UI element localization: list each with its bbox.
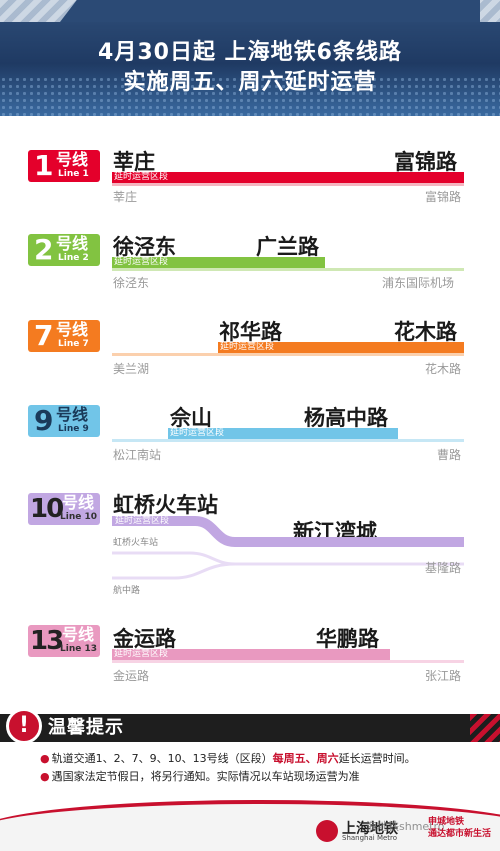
header-banner: 4月30日起 上海地铁6条线路 实施周五、周六延时运营 [0,0,500,116]
line-2-terminal-end: 浦东国际机场 [382,276,455,290]
line-en: Line 7 [58,339,89,349]
line-hao: 号线 [56,234,89,253]
line-2-segment-bar: 延时运营区段 [112,257,325,268]
line-7-badge: 7 号线 Line 7 [28,319,100,352]
line-7-segment-bar: 延时运营区段 [218,342,464,353]
segment-label: 延时运营区段 [114,172,169,182]
bullet-icon: ● [40,752,50,765]
line-1-from: 莘庄 [113,150,155,174]
line-number: 7 [34,319,54,352]
metro-logo-icon [316,820,338,842]
line-hao: 号线 [62,493,95,512]
tips-title: 温馨提示 [48,717,124,738]
line-number: 13 [30,626,64,656]
line-en: Line 2 [58,253,89,263]
line-13-base [112,660,464,663]
segment-label: 延时运营区段 [114,257,169,267]
line-hao: 号线 [56,320,89,339]
line-7-terminal-end: 花木路 [425,362,462,376]
tip-1-suffix: 延长运营时间。 [338,752,416,765]
line-10-terminal-end: 基隆路 [425,561,462,575]
line-en: Line 9 [58,424,89,434]
watermark: 海地铁shmetro [366,820,445,833]
tip-1-prefix: 轨道交通1、2、7、9、10、13号线（区段） [51,752,273,765]
page-title-line1: 4月30日起 上海地铁6条线路 [98,40,402,65]
line-2-from: 徐泾东 [113,235,176,259]
line-7-from: 祁华路 [219,320,282,344]
tips-title-bar [0,714,500,742]
line-1-to: 富锦路 [394,150,457,174]
line-9-terminal-end: 曹路 [437,448,462,462]
logo-en: Shanghai Metro [342,834,398,842]
line-number: 9 [34,404,54,437]
segment-label: 延时运营区段 [115,516,170,526]
tip-2-text: 遇国家法定节假日，将另行通知。实际情况以车站现场运营为准 [51,770,360,783]
line-number: 2 [34,233,54,266]
exclamation-icon: ! [6,708,42,744]
line-1-badge: 1 号线 Line 1 [28,149,100,182]
line-9-terminal-start: 松江南站 [113,448,162,462]
line-13-badge: 13 号线 Line 13 [28,625,100,657]
line-10-branch-b: 航中路 [113,586,141,596]
line-13-terminal-end: 张江路 [425,669,462,683]
tips-stripe [470,714,500,742]
header-dot-pattern [0,76,500,116]
line-en: Line 13 [60,644,97,654]
tip-1-highlight: 每周五、周六 [272,752,339,765]
line-13-terminal-start: 金运路 [113,669,150,683]
bullet-icon: ● [40,770,50,783]
line-10-branch-a: 虹桥火车站 [113,538,159,548]
line-10-badge: 10 号线 Line 10 [28,493,100,525]
line-10-route-diagram [112,516,464,580]
line-1-base [112,183,464,186]
line-1-terminal-end: 富锦路 [425,190,462,204]
line-en: Line 1 [58,169,89,179]
line-10-from: 虹桥火车站 [113,493,218,517]
line-13-to: 华鹏路 [316,627,379,651]
footer: 上海地铁 Shanghai Metro 海地铁shmetro 申城地铁 通达都市… [0,796,500,851]
footer-wave [0,800,500,851]
header-tab [60,0,480,22]
line-13-segment-bar: 延时运营区段 [112,649,390,660]
line-9-to: 杨高中路 [304,406,388,430]
line-2-to: 广兰路 [256,235,319,259]
line-9-segment-bar: 延时运营区段 [168,428,398,439]
logo-cn: 上海地铁 [342,821,398,837]
line-2-terminal-start: 徐泾东 [113,276,150,290]
segment-label: 延时运营区段 [220,342,275,352]
line-7-terminal-start: 美兰湖 [113,362,150,376]
line-number: 1 [34,149,54,182]
line-hao: 号线 [62,625,95,644]
line-13-from: 金运路 [113,627,176,651]
tip-item-1: ● 轨道交通1、2、7、9、10、13号线（区段）每周五、周六延长运营时间。 [40,750,416,766]
tip-item-2: ● 遇国家法定节假日，将另行通知。实际情况以车站现场运营为准 [40,768,360,784]
line-7-to: 花木路 [394,320,457,344]
brand-line-2: 通达都市新生活 [428,829,492,839]
line-9-badge: 9 号线 Line 9 [28,404,100,437]
line-9-from: 佘山 [170,406,212,430]
line-7-base [112,353,464,356]
line-hao: 号线 [56,405,89,424]
line-hao: 号线 [56,150,89,169]
segment-label: 延时运营区段 [170,428,225,438]
line-2-base [112,268,464,271]
page-title-line2: 实施周五、周六延时运营 [123,70,377,95]
line-number: 10 [30,494,64,524]
line-1-terminal-start: 莘庄 [113,190,138,204]
line-en: Line 10 [60,512,97,522]
segment-label: 延时运营区段 [114,649,169,659]
line-2-badge: 2 号线 Line 2 [28,233,100,266]
line-9-base [112,439,464,442]
brand-line-1: 申城地铁 [428,817,465,827]
line-1-segment-bar: 延时运营区段 [112,172,464,183]
